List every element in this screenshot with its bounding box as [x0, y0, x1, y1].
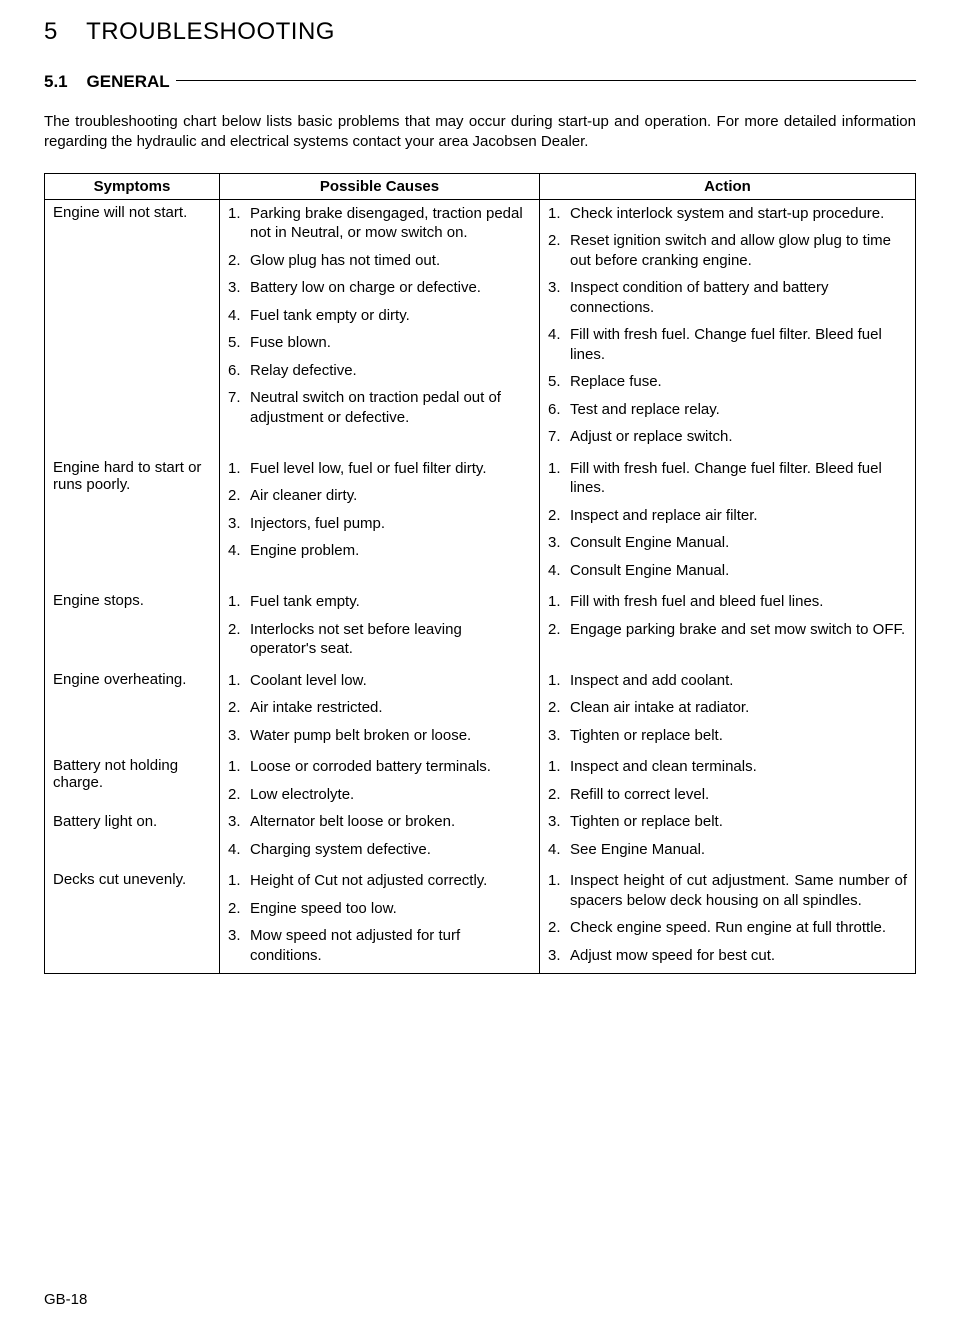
cause-item: 3.Injectors, fuel pump.	[228, 514, 531, 534]
action-cell: 1.Inspect height of cut adjustment. Same…	[540, 867, 916, 974]
cause-cell: 1.Coolant level low. 2.Air intake restric…	[220, 667, 540, 754]
table-row: Engine overheating. 1.Coolant level low. 2…	[45, 667, 916, 754]
section-number: 5.1	[44, 72, 68, 91]
cause-item: 4.Engine problem.	[228, 541, 531, 561]
action-item: 1.Fill with fresh fuel and bleed fuel li…	[548, 592, 907, 612]
cause-cell: 1.Loose or corroded battery terminals. 2.…	[220, 753, 540, 867]
page-footer: GB-18	[44, 1291, 87, 1308]
table-row: Battery not holding charge.Battery light…	[45, 753, 916, 867]
action-cell: 1.Inspect and clean terminals. 2.Refill t…	[540, 753, 916, 867]
action-item: 2.Clean air intake at radiator.	[548, 698, 907, 718]
action-item: 4.See Engine Manual.	[548, 840, 907, 860]
action-item: 3.Tighten or replace belt.	[548, 812, 907, 832]
action-cell: 1.Inspect and add coolant. 2.Clean air in…	[540, 667, 916, 754]
action-item: 1.Inspect height of cut adjustment. Same…	[548, 871, 907, 910]
action-item: 3.Inspect condition of battery and batte…	[548, 278, 907, 317]
cause-item: 1.Parking brake disengaged, traction ped…	[228, 204, 531, 243]
symptom-cell: Engine hard to start or runs poorly.	[45, 455, 220, 589]
action-cell: 1.Fill with fresh fuel. Change fuel filt…	[540, 455, 916, 589]
action-item: 5.Replace fuse.	[548, 372, 907, 392]
cause-item: 3.Mow speed not adjusted for turf condit…	[228, 926, 531, 965]
cause-cell: 1.Height of Cut not adjusted correctly. 2…	[220, 867, 540, 974]
cause-item: 2.Air cleaner dirty.	[228, 486, 531, 506]
table-row: Engine hard to start or runs poorly. 1.Fu…	[45, 455, 916, 589]
col-header-symptoms: Symptoms	[45, 173, 220, 199]
action-item: 2.Reset ignition switch and allow glow p…	[548, 231, 907, 270]
action-cell: 1.Check interlock system and start-up pr…	[540, 199, 916, 455]
action-item: 2.Engage parking brake and set mow switc…	[548, 620, 907, 640]
cause-item: 1.Loose or corroded battery terminals.	[228, 757, 531, 777]
col-header-action: Action	[540, 173, 916, 199]
action-item: 1.Fill with fresh fuel. Change fuel filt…	[548, 459, 907, 498]
cause-item: 2.Engine speed too low.	[228, 899, 531, 919]
cause-item: 1.Fuel tank empty.	[228, 592, 531, 612]
section-heading: 5.1 GENERAL	[44, 72, 916, 92]
cause-item: 7.Neutral switch on traction pedal out o…	[228, 388, 531, 427]
troubleshooting-table: Symptoms Possible Causes Action Engine w…	[44, 173, 916, 975]
action-cell: 1.Fill with fresh fuel and bleed fuel li…	[540, 588, 916, 667]
cause-item: 2.Air intake restricted.	[228, 698, 531, 718]
action-item: 3.Tighten or replace belt.	[548, 726, 907, 746]
action-item: 3.Consult Engine Manual.	[548, 533, 907, 553]
cause-item: 3.Alternator belt loose or broken.	[228, 812, 531, 832]
cause-cell: 1.Fuel level low, fuel or fuel filter di…	[220, 455, 540, 589]
section-rule	[176, 80, 916, 81]
cause-item: 4.Charging system defective.	[228, 840, 531, 860]
cause-item: 1.Coolant level low.	[228, 671, 531, 691]
chapter-number: 5	[44, 18, 58, 45]
cause-cell: 1.Parking brake disengaged, traction ped…	[220, 199, 540, 455]
cause-item: 1.Fuel level low, fuel or fuel filter di…	[228, 459, 531, 479]
cause-cell: 1.Fuel tank empty. 2.Interlocks not set b…	[220, 588, 540, 667]
col-header-causes: Possible Causes	[220, 173, 540, 199]
action-item: 1.Inspect and clean terminals.	[548, 757, 907, 777]
action-item: 2.Refill to correct level.	[548, 785, 907, 805]
action-item: 4.Consult Engine Manual.	[548, 561, 907, 581]
cause-item: 5.Fuse blown.	[228, 333, 531, 353]
cause-item: 4.Fuel tank empty or dirty.	[228, 306, 531, 326]
cause-item: 2.Low electrolyte.	[228, 785, 531, 805]
action-item: 1.Inspect and add coolant.	[548, 671, 907, 691]
action-item: 2.Check engine speed. Run engine at full…	[548, 918, 907, 938]
cause-item: 1.Height of Cut not adjusted correctly.	[228, 871, 531, 891]
action-item: 1.Check interlock system and start-up pr…	[548, 204, 907, 224]
symptom-cell: Battery not holding charge.Battery light…	[45, 753, 220, 867]
table-row: Engine will not start.1.Parking brake di…	[45, 199, 916, 455]
symptom-cell: Engine overheating.	[45, 667, 220, 754]
action-item: 7.Adjust or replace switch.	[548, 427, 907, 447]
action-item: 6.Test and replace relay.	[548, 400, 907, 420]
section-title: GENERAL	[87, 72, 170, 91]
symptom-cell: Engine will not start.	[45, 199, 220, 455]
cause-item: 3.Water pump belt broken or loose.	[228, 726, 531, 746]
cause-item: 3.Battery low on charge or defective.	[228, 278, 531, 298]
cause-item: 2.Glow plug has not timed out.	[228, 251, 531, 271]
action-item: 4.Fill with fresh fuel. Change fuel filt…	[548, 325, 907, 364]
action-item: 2.Inspect and replace air filter.	[548, 506, 907, 526]
symptom-cell: Engine stops.	[45, 588, 220, 667]
cause-item: 6.Relay defective.	[228, 361, 531, 381]
cause-item: 2.Interlocks not set before leaving oper…	[228, 620, 531, 659]
chapter-heading: 5 TROUBLESHOOTING	[44, 18, 916, 46]
intro-paragraph: The troubleshooting chart below lists ba…	[44, 112, 916, 153]
table-row: Decks cut unevenly.1.Height of Cut not a…	[45, 867, 916, 974]
action-item: 3.Adjust mow speed for best cut.	[548, 946, 907, 966]
symptom-cell: Decks cut unevenly.	[45, 867, 220, 974]
table-row: Engine stops. 1.Fuel tank empty. 2.Interlo…	[45, 588, 916, 667]
chapter-title: TROUBLESHOOTING	[86, 18, 335, 45]
